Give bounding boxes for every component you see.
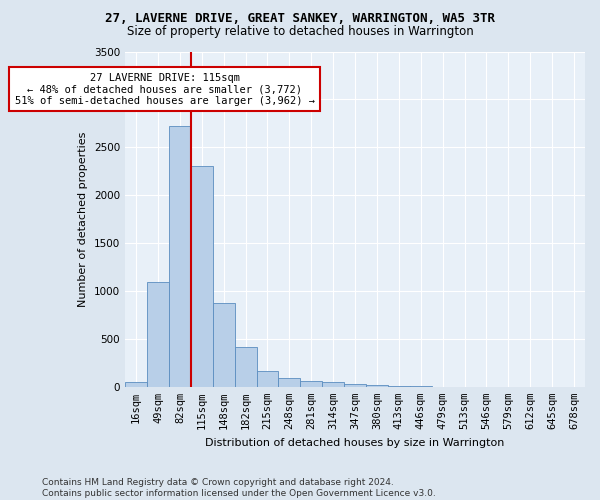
Bar xyxy=(301,381,322,387)
Bar xyxy=(147,282,169,387)
Bar xyxy=(322,382,344,387)
Bar xyxy=(278,378,301,387)
Text: Contains HM Land Registry data © Crown copyright and database right 2024.
Contai: Contains HM Land Registry data © Crown c… xyxy=(42,478,436,498)
Bar xyxy=(191,166,213,387)
Bar xyxy=(388,386,410,387)
Bar xyxy=(257,371,278,387)
Bar xyxy=(169,126,191,387)
Bar xyxy=(366,385,388,387)
Text: Size of property relative to detached houses in Warrington: Size of property relative to detached ho… xyxy=(127,25,473,38)
Bar xyxy=(344,384,366,387)
Text: 27 LAVERNE DRIVE: 115sqm
← 48% of detached houses are smaller (3,772)
51% of sem: 27 LAVERNE DRIVE: 115sqm ← 48% of detach… xyxy=(14,72,314,106)
Y-axis label: Number of detached properties: Number of detached properties xyxy=(79,132,88,307)
Bar xyxy=(125,382,147,387)
Bar xyxy=(235,347,257,387)
X-axis label: Distribution of detached houses by size in Warrington: Distribution of detached houses by size … xyxy=(205,438,505,448)
Text: 27, LAVERNE DRIVE, GREAT SANKEY, WARRINGTON, WA5 3TR: 27, LAVERNE DRIVE, GREAT SANKEY, WARRING… xyxy=(105,12,495,26)
Bar xyxy=(213,302,235,387)
